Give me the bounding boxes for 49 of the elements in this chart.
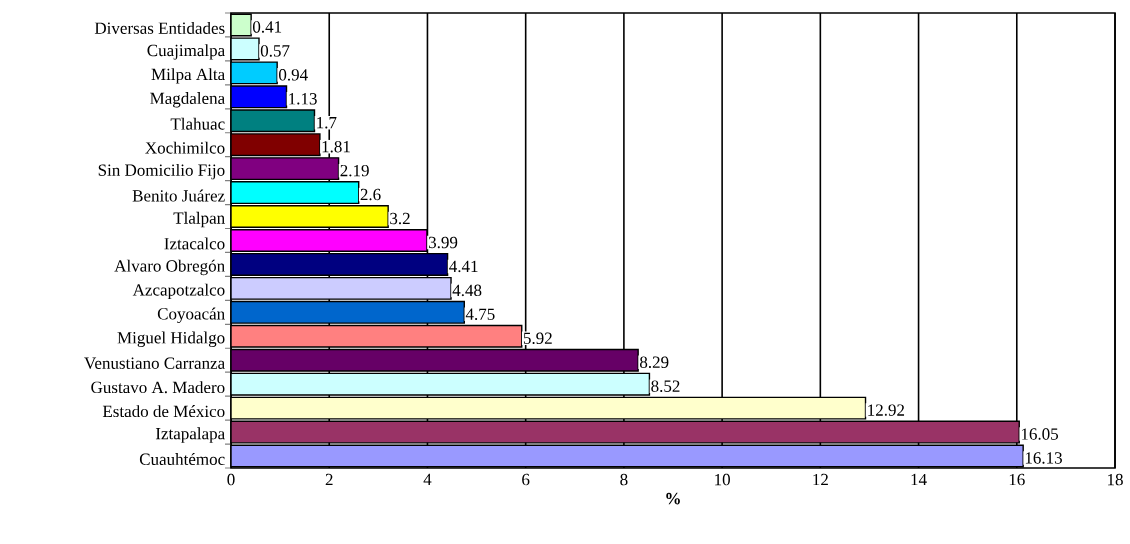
y-tick-label: Tlalpan (173, 211, 225, 228)
x-tick-label: 18 (1108, 473, 1123, 486)
y-tick-label: Gustavo A. Madero (91, 381, 225, 394)
y-tick-label: Tlahuac (170, 117, 225, 130)
data-label: 3.2 (390, 212, 410, 225)
y-tick-label: Sin Domicilio Fijo (98, 163, 225, 180)
x-axis-title: % (666, 492, 680, 505)
y-tick-label: Iztapalapa (155, 427, 225, 443)
y-tick-label: Estado de México (102, 405, 225, 418)
data-label: 8.52 (651, 380, 680, 392)
data-label: 0.41 (252, 21, 282, 33)
data-label: 3.99 (428, 236, 458, 249)
data-label: 12.92 (868, 404, 905, 416)
y-tick-label: Cuauhtémoc (139, 453, 225, 466)
data-label: 4.41 (449, 260, 478, 273)
data-label: 5.92 (523, 332, 552, 345)
x-tick-label: 14 (911, 473, 927, 486)
x-tick-label: 12 (813, 473, 828, 486)
data-label: 4.75 (465, 308, 495, 321)
x-tick-label: 0 (227, 473, 235, 486)
x-tick-label: 4 (423, 473, 432, 486)
data-label: 4.48 (452, 284, 482, 297)
x-tick-label: 10 (715, 473, 730, 486)
y-tick-label: Magdalena (150, 92, 225, 108)
y-tick-label: Iztacalco (164, 237, 225, 250)
data-label: 1.13 (289, 93, 317, 105)
y-tick-label: Cuajimalpa (147, 44, 225, 60)
y-tick-label: Miguel Hidalgo (117, 331, 225, 348)
y-tick-label: Azcapotzalco (132, 283, 225, 300)
x-tick-label: 16 (1009, 473, 1025, 486)
data-label: 16.13 (1025, 452, 1062, 464)
y-tick-label: Alvaro Obregón (114, 259, 225, 276)
y-tick-label: Coyoacán (157, 307, 225, 324)
y-tick-label: Benito Juárez (132, 189, 225, 202)
data-label: 8.29 (639, 356, 669, 368)
y-tick-label: Diversas Entidades (94, 21, 225, 34)
y-tick-label: Xochimilco (145, 141, 225, 154)
data-label: 0.94 (279, 69, 308, 81)
data-label: 2.6 (360, 188, 381, 201)
data-label: 1.7 (317, 117, 337, 129)
data-label: 0.57 (260, 45, 290, 57)
data-label: 2.19 (340, 164, 369, 177)
x-tick-label: 6 (522, 473, 530, 486)
data-label: 1.81 (322, 140, 350, 153)
y-tick-label: Venustiano Carranza (84, 357, 225, 369)
x-tick-label: 2 (325, 473, 333, 486)
y-tick-label: Milpa Alta (151, 68, 225, 84)
x-tick-label: 8 (620, 473, 628, 486)
data-label: 16.05 (1021, 428, 1059, 440)
